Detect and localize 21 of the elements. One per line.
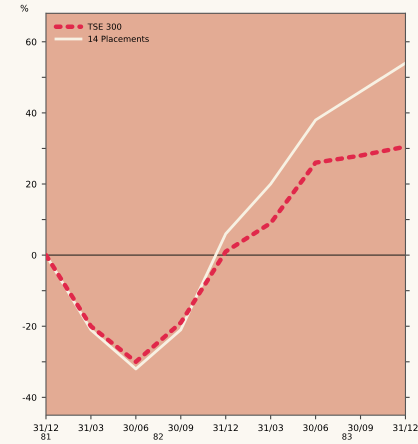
x-tick-label: 30/09 [168,424,194,432]
x-tick-label: 31/12 [393,424,418,432]
x-tick-label: 31/12 [213,424,238,432]
legend-label: 14 Placements [88,36,149,42]
x-tick-label: 30/06 [124,424,148,432]
legend-label: TSE 300 [88,23,122,30]
y-tick-label: 60 [26,38,36,46]
x-tick-label: 31/03 [78,424,104,432]
y-tick-label: 40 [26,110,36,116]
x-tick-label: 31/12 [34,424,58,432]
x-tick-label: 30/09 [348,424,373,432]
text: 83 [342,433,352,440]
y-tick-label: -40 [22,394,36,401]
y-tick-label: -20 [22,322,36,330]
text: 81 [41,433,51,440]
y-axis-title: % [20,4,28,12]
y-tick-label: 0 [32,252,36,259]
x-tick-label: 31/03 [258,424,283,432]
x-tick-label: 30/06 [303,424,328,432]
y-tick-label: 20 [26,180,36,188]
text: 82 [154,433,163,440]
